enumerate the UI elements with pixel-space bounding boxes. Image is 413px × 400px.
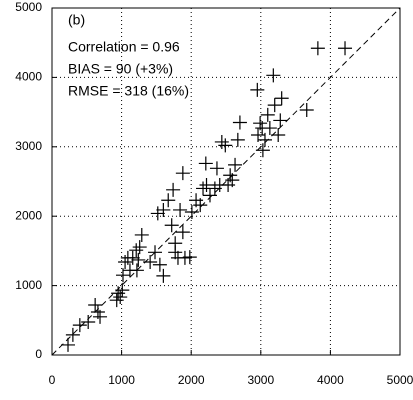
point	[156, 268, 171, 283]
point	[113, 290, 128, 305]
point	[65, 327, 80, 342]
point	[125, 250, 140, 265]
point	[173, 202, 188, 217]
x-tick-label: 2000	[178, 373, 205, 387]
point	[274, 91, 289, 106]
y-tick-label: 2000	[15, 208, 42, 222]
point	[193, 198, 208, 213]
panel-label: (b)	[68, 12, 85, 28]
annotation: BIAS = 90 (+3%)	[68, 61, 173, 77]
point	[266, 68, 281, 83]
y-tick-label: 5000	[15, 0, 42, 14]
x-tick-label: 4000	[317, 373, 344, 387]
point	[182, 250, 197, 265]
point	[161, 193, 176, 208]
point	[199, 177, 214, 192]
point	[72, 318, 87, 333]
one-to-one-line	[51, 7, 401, 356]
point	[198, 156, 213, 171]
point	[93, 309, 108, 324]
point	[257, 132, 272, 147]
x-tick-label: 5000	[387, 373, 413, 387]
point	[310, 41, 325, 56]
point	[61, 337, 76, 352]
point	[196, 181, 211, 196]
y-tick-label: 0	[35, 347, 42, 361]
point	[214, 134, 229, 149]
point	[168, 245, 183, 260]
point	[129, 263, 144, 278]
point	[299, 103, 314, 118]
y-tick-label: 3000	[15, 139, 42, 153]
point	[267, 98, 282, 113]
point	[175, 225, 190, 240]
point	[232, 115, 247, 130]
point	[152, 257, 167, 272]
point	[111, 286, 126, 301]
x-tick-label: 1000	[108, 373, 135, 387]
point	[131, 252, 146, 267]
plot-frame	[51, 7, 401, 356]
point	[88, 298, 103, 313]
point	[228, 157, 243, 172]
point	[262, 121, 277, 136]
point	[129, 243, 144, 258]
point	[338, 41, 353, 56]
point	[184, 205, 199, 220]
point	[218, 138, 233, 153]
point	[166, 182, 181, 197]
point	[132, 240, 147, 255]
point	[260, 107, 275, 122]
point	[143, 255, 158, 270]
point	[115, 283, 130, 298]
x-tick-label: 3000	[247, 373, 274, 387]
annotation: RMSE = 318 (16%)	[68, 83, 189, 99]
point	[230, 132, 245, 147]
x-tick-label: 0	[49, 373, 56, 387]
point	[134, 227, 149, 242]
point	[109, 293, 124, 308]
point	[164, 218, 179, 233]
point	[148, 245, 163, 260]
point	[156, 202, 171, 217]
point	[271, 128, 286, 143]
point	[175, 166, 190, 181]
point	[255, 143, 270, 158]
point	[273, 113, 288, 128]
point	[225, 173, 240, 188]
point	[81, 315, 96, 330]
point	[209, 161, 224, 176]
y-tick-label: 1000	[15, 278, 42, 292]
point	[150, 206, 165, 221]
y-tick-label: 4000	[15, 70, 42, 84]
annotation: Correlation = 0.96	[68, 39, 180, 55]
point	[250, 82, 265, 97]
